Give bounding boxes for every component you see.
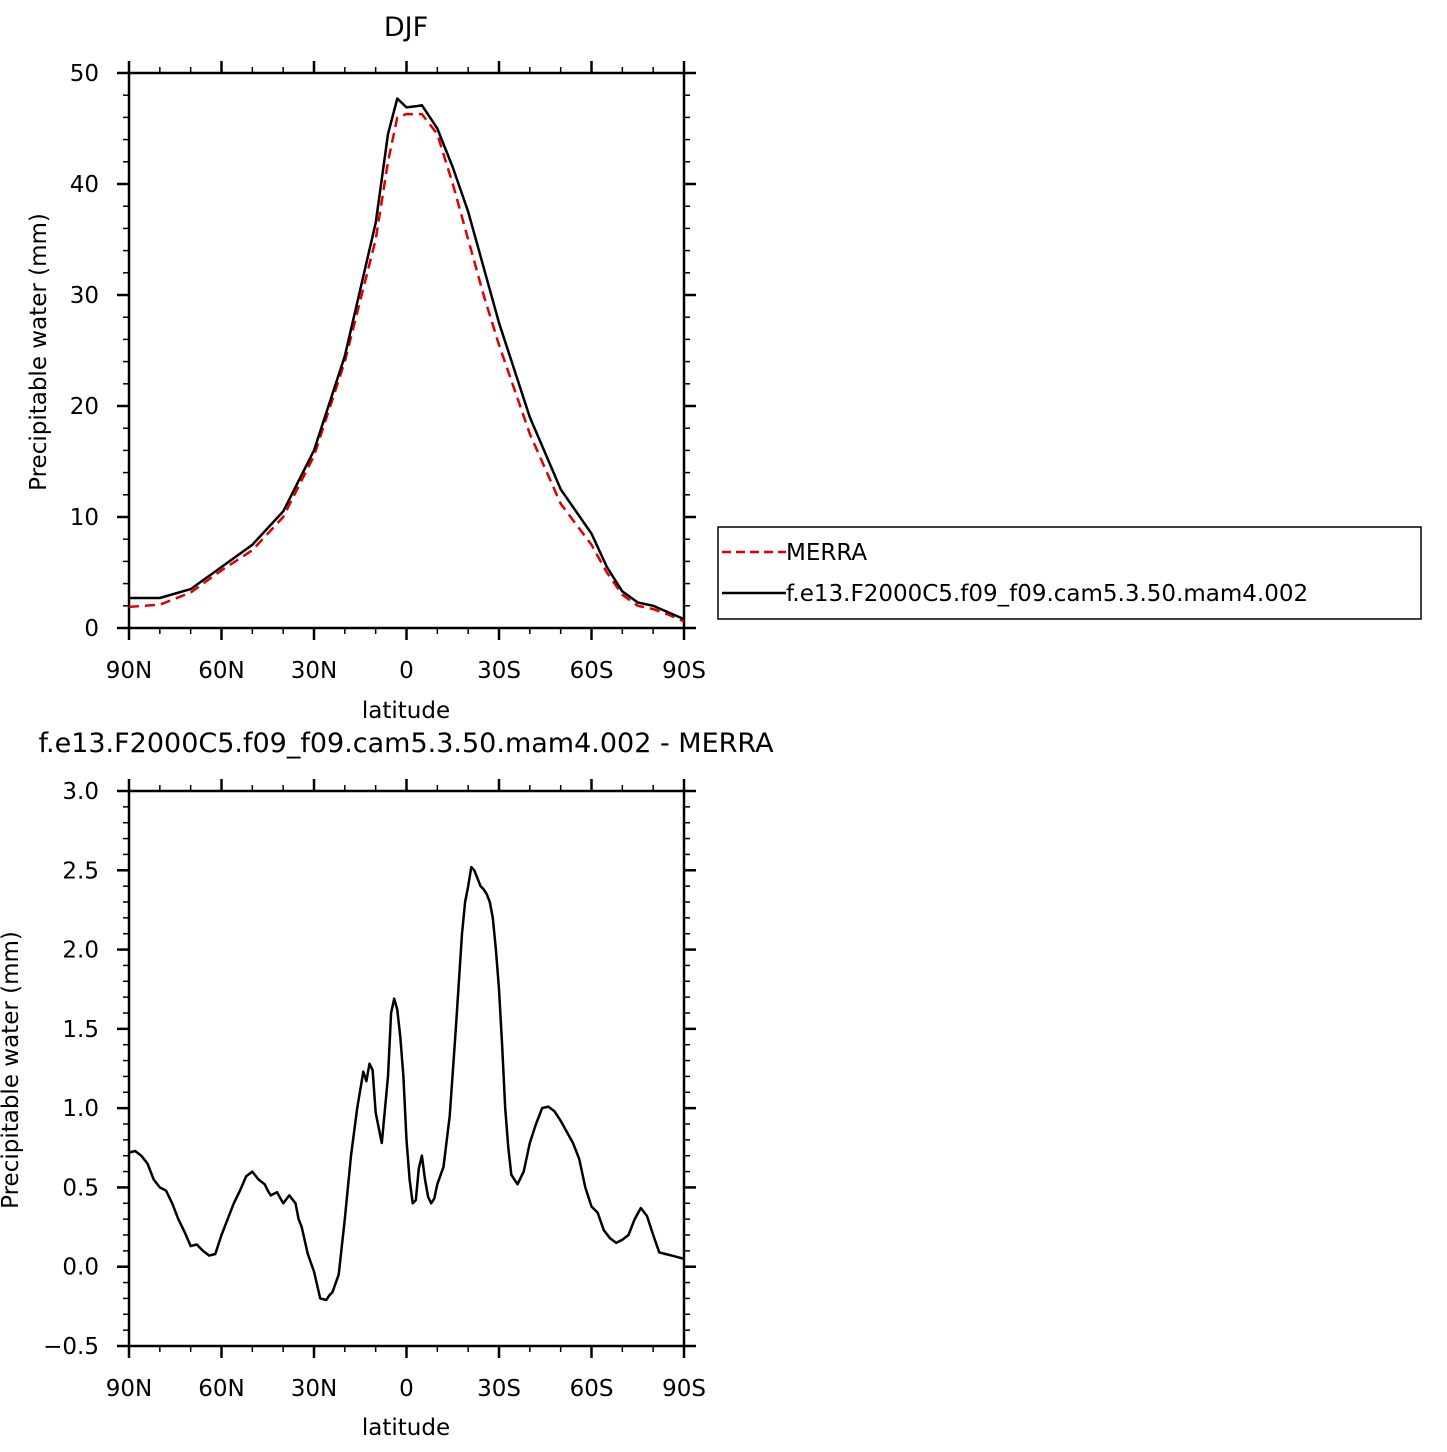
y-tick-label: 50 bbox=[70, 61, 99, 87]
y-tick-label: −0.5 bbox=[43, 1334, 99, 1360]
panel-difference: f.e13.F2000C5.f09_f09.cam5.3.50.mam4.002… bbox=[0, 728, 774, 1441]
x-tick-label: 0 bbox=[399, 1376, 414, 1402]
y-axis-label: Precipitable water (mm) bbox=[0, 931, 24, 1209]
x-tick-label: 90N bbox=[106, 1376, 152, 1402]
x-axis-label: latitude bbox=[362, 1415, 450, 1441]
y-tick-label: 0.5 bbox=[62, 1175, 99, 1201]
series-line-0 bbox=[129, 112, 684, 623]
x-tick-label: 30S bbox=[477, 1376, 521, 1402]
legend: MERRA f.e13.F2000C5.f09_f09.cam5.3.50.ma… bbox=[717, 526, 1422, 620]
x-tick-label: 90S bbox=[662, 1376, 706, 1402]
x-tick-label: 30N bbox=[291, 658, 337, 684]
plot-area: 90N 60N 30N 0 30S 60S 90S 0 10 20 30 40 50 bbox=[70, 61, 706, 684]
x-axis-label: latitude bbox=[362, 698, 450, 724]
chart-title: DJF bbox=[384, 12, 428, 43]
chart-title: f.e13.F2000C5.f09_f09.cam5.3.50.mam4.002… bbox=[38, 728, 774, 759]
y-tick-label: 0 bbox=[84, 616, 99, 642]
legend-entry-model: f.e13.F2000C5.f09_f09.cam5.3.50.mam4.002 bbox=[786, 581, 1308, 607]
panel-djf: DJF 90N 60N 30N 0 30S 60S 90S 0 10 20 30 40 50 latit… bbox=[26, 12, 1422, 724]
x-tick-label: 60N bbox=[198, 1376, 244, 1402]
x-tick-label: 90N bbox=[106, 658, 152, 684]
series-line-1 bbox=[129, 97, 684, 621]
plot-frame bbox=[127, 789, 686, 1348]
legend-box bbox=[717, 526, 1422, 620]
x-tick-label: 30S bbox=[477, 658, 521, 684]
y-tick-label: 3.0 bbox=[62, 779, 99, 805]
y-tick-label: 10 bbox=[70, 505, 99, 531]
y-tick-label: 2.0 bbox=[62, 938, 99, 964]
y-axis-label: Precipitable water (mm) bbox=[26, 213, 52, 491]
y-tick-label: 1.0 bbox=[62, 1096, 99, 1122]
x-tick-label: 60S bbox=[570, 1376, 614, 1402]
x-tick-label: 90S bbox=[662, 658, 706, 684]
series-line-0 bbox=[129, 865, 684, 1302]
x-tick-label: 60N bbox=[198, 658, 244, 684]
legend-entry-merra: MERRA bbox=[786, 540, 867, 566]
plot-frame bbox=[127, 71, 686, 630]
x-tick-label: 30N bbox=[291, 1376, 337, 1402]
x-tick-label: 0 bbox=[399, 658, 414, 684]
y-tick-label: 20 bbox=[70, 394, 99, 420]
plot-area: 90N 60N 30N 0 30S 60S 90S −0.5 0.0 0.5 1.0 1.5 2.0 2.… bbox=[43, 779, 706, 1402]
y-tick-label: 40 bbox=[70, 172, 99, 198]
y-tick-label: 0.0 bbox=[62, 1255, 99, 1281]
y-tick-label: 2.5 bbox=[62, 858, 99, 884]
x-tick-label: 60S bbox=[570, 658, 614, 684]
y-tick-label: 30 bbox=[70, 283, 99, 309]
y-tick-label: 1.5 bbox=[62, 1017, 99, 1043]
